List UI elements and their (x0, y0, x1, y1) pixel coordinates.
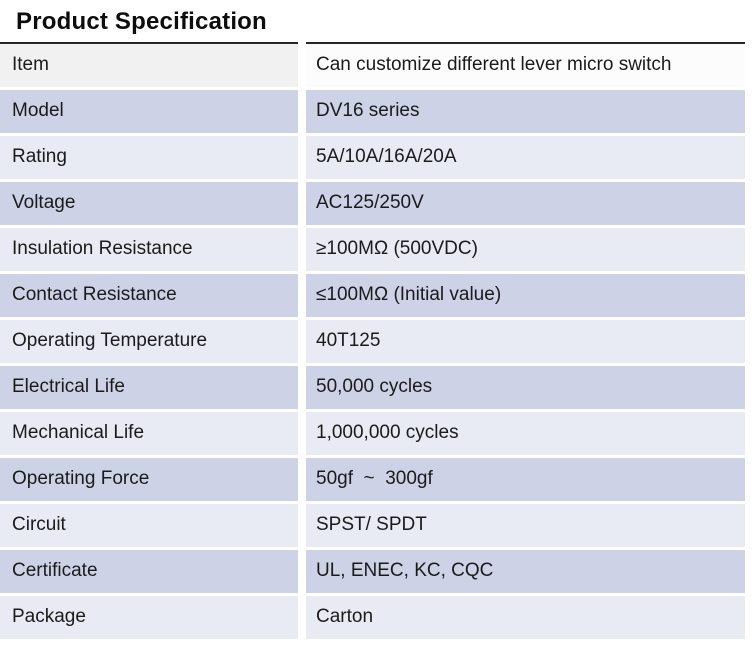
spec-row-value: 40T125 (306, 320, 745, 363)
spec-row-label: Rating (0, 136, 298, 179)
page-title: Product Specification (16, 8, 267, 35)
spec-row-value: 50,000 cycles (306, 366, 745, 409)
spec-row-label: Operating Force (0, 458, 298, 501)
spec-row-label: Electrical Life (0, 366, 298, 409)
spec-row-value: SPST/ SPDT (306, 504, 745, 547)
spec-row-value: Carton (306, 596, 745, 639)
spec-row-value: DV16 series (306, 90, 745, 133)
spec-row-value: AC125/250V (306, 182, 745, 225)
spec-row-value: 50gf ~ 300gf (306, 458, 745, 501)
spec-row-label: Contact Resistance (0, 274, 298, 317)
spec-row-label: Insulation Resistance (0, 228, 298, 271)
spec-row-value: Can customize different lever micro swit… (306, 42, 745, 87)
spec-row-label: Certificate (0, 550, 298, 593)
spec-row-label: Item (0, 42, 298, 87)
spec-row-label: Voltage (0, 182, 298, 225)
spec-row-value: UL, ENEC, KC, CQC (306, 550, 745, 593)
specification-table: Item Can customize different lever micro … (0, 42, 745, 639)
spec-row-value: ≤100MΩ (Initial value) (306, 274, 745, 317)
spec-row-value: ≥100MΩ (500VDC) (306, 228, 745, 271)
spec-row-value: 5A/10A/16A/20A (306, 136, 745, 179)
spec-row-label: Mechanical Life (0, 412, 298, 455)
spec-row-label: Circuit (0, 504, 298, 547)
spec-row-label: Package (0, 596, 298, 639)
spec-row-label: Model (0, 90, 298, 133)
product-specification-page: Product Specification Item Can customize … (0, 8, 754, 639)
spec-row-label: Operating Temperature (0, 320, 298, 363)
spec-row-value: 1,000,000 cycles (306, 412, 745, 455)
